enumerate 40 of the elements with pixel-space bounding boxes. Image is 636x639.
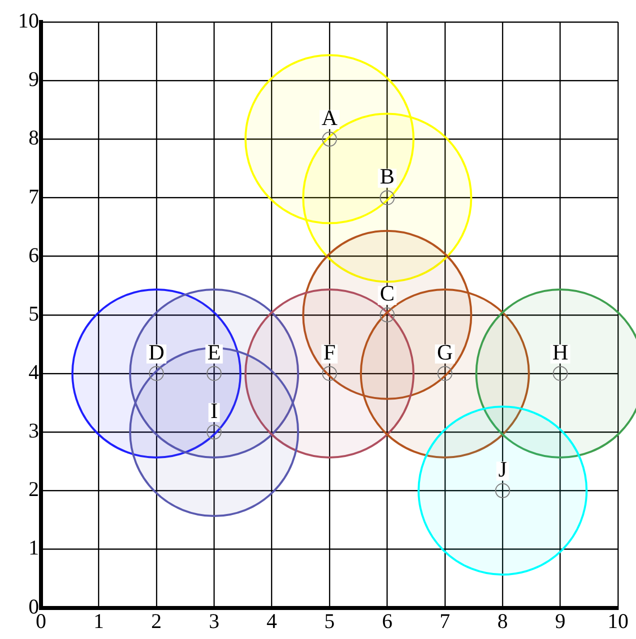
point xyxy=(322,366,337,381)
x-tick-label: 5 xyxy=(324,608,335,633)
point xyxy=(148,366,164,381)
x-tick-label: 3 xyxy=(208,608,220,633)
y-tick-label: 5 xyxy=(28,301,39,326)
annotation: C xyxy=(380,280,395,306)
annotation: H xyxy=(552,339,568,364)
y-tick-label: 4 xyxy=(28,360,40,384)
x-tick-label: 9 xyxy=(555,608,566,633)
point xyxy=(380,307,395,322)
y-tick-label: 2 xyxy=(28,477,39,502)
x-tick-label: 7 xyxy=(440,608,450,633)
annotation: D xyxy=(148,339,164,364)
y-tick-label: 1 xyxy=(28,536,39,560)
annotation: I xyxy=(210,398,218,423)
annotation: B xyxy=(380,164,395,189)
point xyxy=(206,424,222,440)
point xyxy=(437,366,452,381)
point xyxy=(380,190,395,206)
point xyxy=(552,366,568,381)
x-tick-label: 8 xyxy=(497,608,508,633)
x-tick-label: 2 xyxy=(151,608,162,633)
y-tick-label: 9 xyxy=(28,67,39,92)
y-tick-label: 8 xyxy=(28,126,39,150)
annotation: J xyxy=(498,456,508,482)
y-tick-label: 6 xyxy=(28,242,39,267)
annotation: G xyxy=(436,339,453,364)
annotation: E xyxy=(207,339,221,364)
x-tick-label: 4 xyxy=(266,608,278,633)
point xyxy=(206,366,222,381)
x-tick-label: 1 xyxy=(93,608,104,633)
y-tick-label: 10 xyxy=(18,8,39,33)
annotation: A xyxy=(322,104,338,130)
y-tick-label: 7 xyxy=(28,184,39,208)
y-tick-label: 3 xyxy=(28,418,39,443)
annotation: F xyxy=(323,339,336,364)
x-tick-label: 6 xyxy=(382,608,392,633)
point xyxy=(322,132,337,147)
point xyxy=(495,483,510,498)
x-tick-label: 10 xyxy=(608,608,628,633)
